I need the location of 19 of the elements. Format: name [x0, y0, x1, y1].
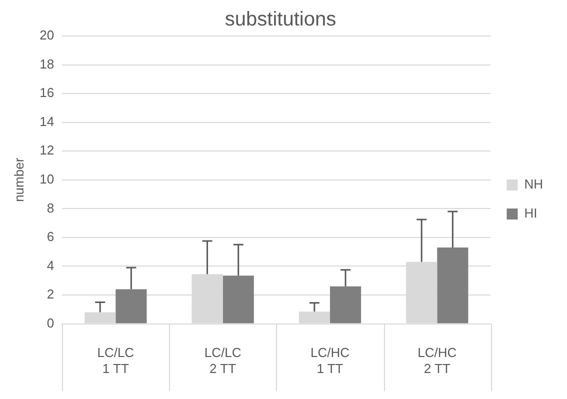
y-tick-label: 4 [46, 258, 54, 273]
y-tick-label: 8 [46, 200, 54, 216]
y-tick-label: 20 [40, 28, 54, 43]
x-tick-label: LC/HC 1 TT [310, 345, 350, 376]
x-tick-label: LC/LC 2 TT [204, 345, 242, 376]
y-tick-label: 12 [40, 142, 54, 158]
x-tick-label: LC/HC 2 TT [418, 345, 457, 376]
y-tick-label: 14 [40, 114, 54, 129]
legend-label: NH [524, 176, 544, 192]
y-tick-label: 18 [40, 56, 54, 72]
y-tick-label: 2 [46, 286, 54, 302]
legend-label: HI [524, 206, 538, 221]
y-axis-title: number [11, 157, 26, 202]
chart-title: substitutions [224, 8, 336, 31]
x-tick-label: LC/LC 1 TT [97, 345, 134, 376]
y-tick-label: 0 [46, 315, 54, 330]
y-tick-label: 6 [46, 229, 54, 244]
y-tick-label: 10 [40, 171, 54, 186]
y-tick-label: 16 [40, 85, 54, 100]
